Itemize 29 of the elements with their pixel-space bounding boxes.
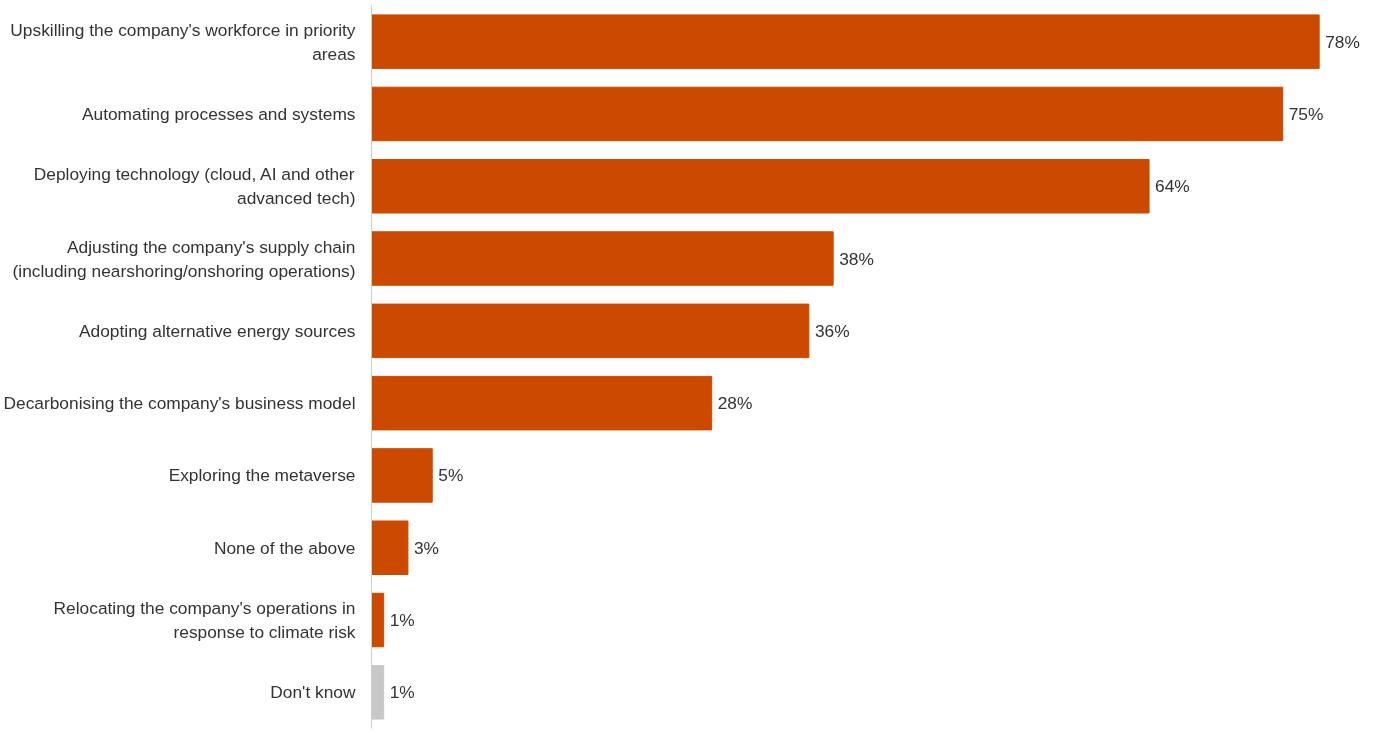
data-label: 1% (389, 682, 415, 703)
bar (371, 86, 1284, 142)
bar (371, 303, 810, 359)
y-tick-label: Adjusting the company's supply chain (including nearshoring/onshoring operations) (12, 236, 356, 281)
data-label: 38% (839, 248, 874, 269)
data-label: 28% (717, 393, 753, 414)
bar (371, 14, 1320, 69)
y-tick-label: Upskilling the company's workforce in priority areas (10, 19, 356, 64)
data-label: 36% (814, 320, 850, 341)
y-tick-label: None of the above (213, 537, 356, 558)
y-tick-label: Automating processes and systems (81, 103, 356, 124)
bar (371, 592, 385, 648)
bar (371, 448, 433, 503)
data-label: 5% (438, 465, 464, 486)
y-tick-label: Deploying technology (cloud, AI and other advanced tech) (33, 164, 356, 209)
y-tick-label: Relocating the company's operations in response to climate risk (53, 598, 356, 643)
bar (371, 159, 1150, 214)
y-tick-label: Don't know (270, 682, 356, 703)
y-tick-label: Exploring the metaverse (168, 465, 356, 486)
data-label: 1% (389, 610, 415, 631)
data-label: 75% (1288, 103, 1324, 124)
bar (371, 520, 409, 575)
y-tick-label: Decarbonising the company's business model (3, 393, 356, 414)
y-tick-label: Adopting alternative energy sources (79, 320, 356, 341)
data-label: 64% (1155, 176, 1190, 197)
data-label: 3% (413, 537, 439, 558)
bar (371, 375, 713, 431)
bar (371, 231, 834, 286)
data-label: 78% (1325, 31, 1360, 52)
